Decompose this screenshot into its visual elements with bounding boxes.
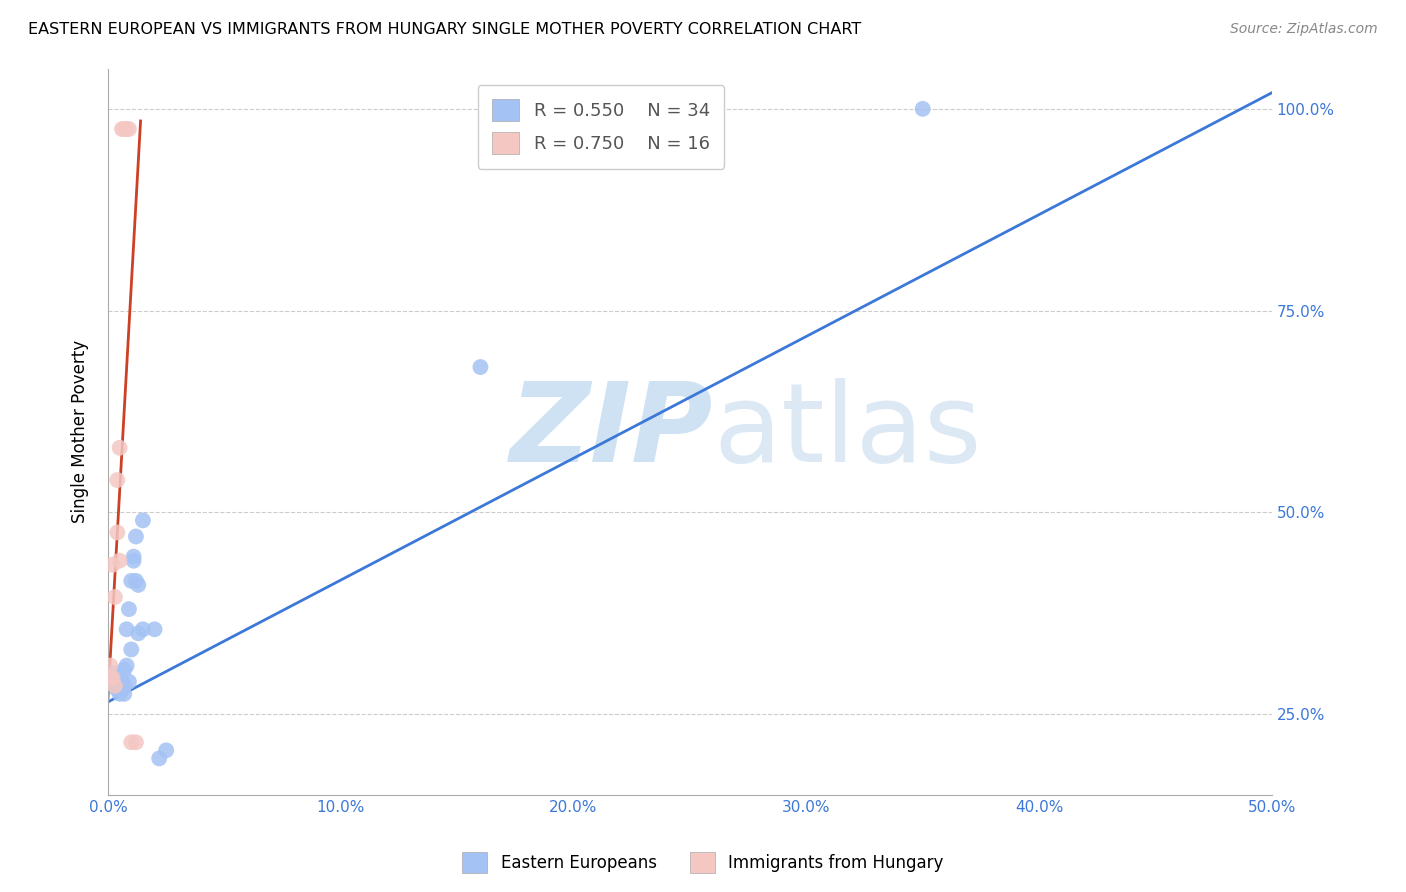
- Point: [911, 102, 934, 116]
- Point: [101, 671, 124, 685]
- Point: [108, 441, 131, 455]
- Point: [105, 674, 128, 689]
- Point: [125, 529, 148, 543]
- Point: [104, 590, 127, 604]
- Text: ZIP: ZIP: [510, 378, 713, 485]
- Point: [118, 122, 141, 136]
- Point: [120, 574, 142, 588]
- Legend: R = 0.550    N = 34, R = 0.750    N = 16: R = 0.550 N = 34, R = 0.750 N = 16: [478, 85, 724, 169]
- Point: [122, 554, 145, 568]
- Point: [98, 671, 121, 685]
- Point: [132, 622, 155, 636]
- Point: [105, 473, 128, 487]
- Point: [104, 671, 127, 685]
- Text: Source: ZipAtlas.com: Source: ZipAtlas.com: [1230, 22, 1378, 37]
- Point: [101, 671, 124, 685]
- Point: [112, 687, 135, 701]
- Point: [108, 687, 131, 701]
- Point: [105, 525, 128, 540]
- Point: [112, 122, 135, 136]
- Point: [104, 679, 127, 693]
- Point: [112, 679, 135, 693]
- Point: [122, 549, 145, 564]
- Point: [127, 626, 149, 640]
- Y-axis label: Single Mother Poverty: Single Mother Poverty: [72, 340, 89, 524]
- Point: [143, 622, 166, 636]
- Point: [115, 122, 138, 136]
- Point: [127, 578, 149, 592]
- Point: [120, 735, 142, 749]
- Point: [115, 658, 138, 673]
- Point: [125, 735, 148, 749]
- Point: [98, 658, 121, 673]
- Point: [112, 663, 135, 677]
- Point: [115, 622, 138, 636]
- Point: [105, 682, 128, 697]
- Point: [104, 679, 127, 693]
- Text: EASTERN EUROPEAN VS IMMIGRANTS FROM HUNGARY SINGLE MOTHER POVERTY CORRELATION CH: EASTERN EUROPEAN VS IMMIGRANTS FROM HUNG…: [28, 22, 862, 37]
- Point: [132, 513, 155, 527]
- Point: [108, 671, 131, 685]
- Point: [105, 679, 128, 693]
- Point: [108, 554, 131, 568]
- Point: [118, 674, 141, 689]
- Point: [148, 751, 170, 765]
- Point: [104, 666, 127, 681]
- Text: atlas: atlas: [713, 378, 981, 485]
- Point: [470, 360, 492, 375]
- Point: [120, 642, 142, 657]
- Legend: Eastern Europeans, Immigrants from Hungary: Eastern Europeans, Immigrants from Hunga…: [456, 846, 950, 880]
- Point: [125, 574, 148, 588]
- Point: [111, 122, 134, 136]
- Point: [101, 666, 124, 681]
- Point: [111, 674, 134, 689]
- Point: [155, 743, 177, 757]
- Point: [118, 602, 141, 616]
- Point: [101, 558, 124, 572]
- Point: [111, 682, 134, 697]
